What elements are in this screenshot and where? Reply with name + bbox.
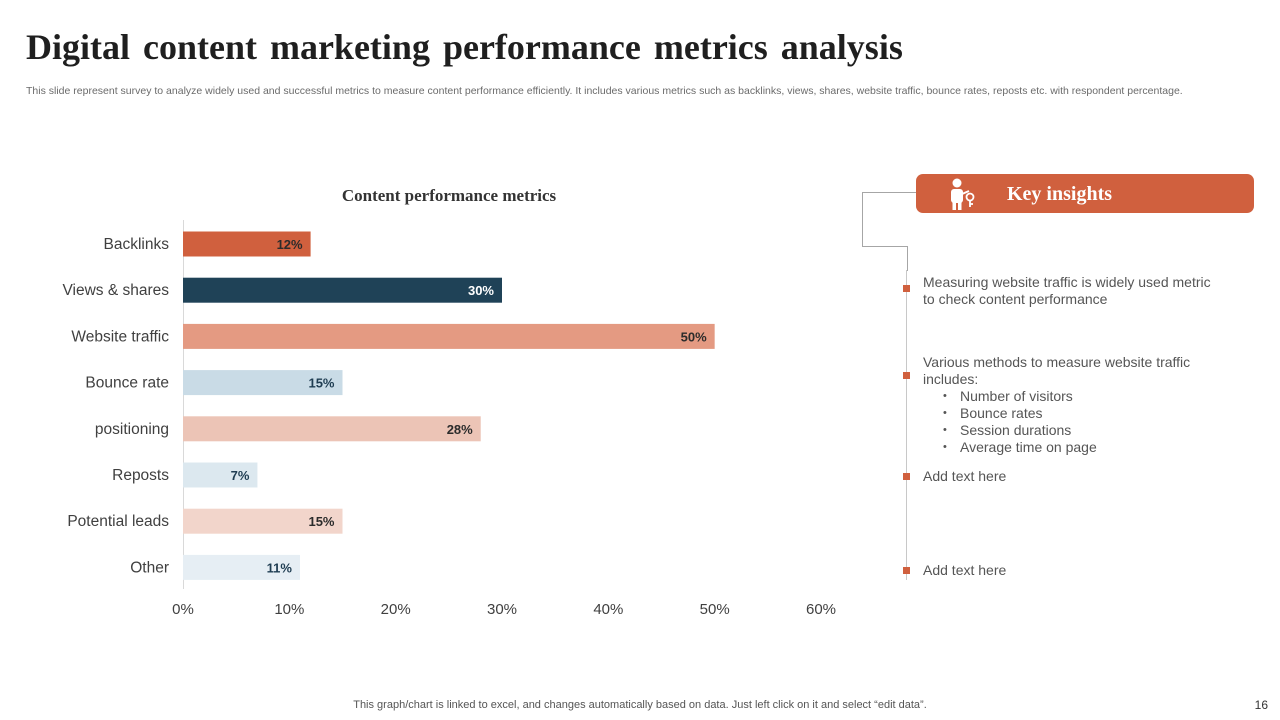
insight-item-1: Measuring website traffic is widely used… bbox=[923, 274, 1223, 308]
insight-item-2: Various methods to measure website traff… bbox=[923, 354, 1223, 456]
data-label: 28% bbox=[447, 422, 473, 437]
data-label: 7% bbox=[231, 468, 250, 483]
connector-line bbox=[862, 192, 863, 247]
connector-line bbox=[862, 192, 916, 193]
insight-marker bbox=[903, 567, 910, 574]
bar-views-shares bbox=[183, 277, 502, 303]
insights-timeline-line bbox=[906, 270, 907, 580]
category-label: Potential leads bbox=[67, 513, 169, 530]
data-label: 15% bbox=[308, 376, 334, 391]
category-label: Backlinks bbox=[104, 236, 170, 253]
insight-item-3: Add text here bbox=[923, 468, 1223, 485]
key-insights-header: Key insights bbox=[916, 174, 1254, 213]
chart-title: Content performance metrics bbox=[342, 186, 557, 205]
insight-text: Various methods to measure website traff… bbox=[923, 354, 1191, 387]
category-label: positioning bbox=[95, 421, 169, 438]
x-tick-label: 50% bbox=[700, 601, 730, 618]
x-tick-label: 10% bbox=[274, 601, 304, 618]
data-label: 11% bbox=[267, 560, 293, 575]
bar-chart: Content performance metrics Backlinks 12%… bbox=[62, 186, 836, 618]
bar-potential-leads bbox=[183, 508, 343, 534]
data-label: 15% bbox=[308, 514, 334, 529]
connector-line bbox=[862, 246, 908, 271]
category-label: Bounce rate bbox=[85, 375, 169, 392]
insight-marker bbox=[903, 285, 910, 292]
x-tick-label: 20% bbox=[381, 601, 411, 618]
data-label: 30% bbox=[468, 283, 494, 298]
data-label: 12% bbox=[277, 237, 303, 252]
insight-text: Measuring website traffic is widely used… bbox=[923, 274, 1211, 307]
insight-bullet: Session durations bbox=[943, 422, 1223, 439]
bar-positioning bbox=[183, 416, 481, 442]
bar-backlinks bbox=[183, 231, 311, 257]
bar-other bbox=[183, 554, 300, 580]
insight-bullet: Average time on page bbox=[943, 439, 1223, 456]
x-tick-label: 40% bbox=[593, 601, 623, 618]
key-insights-title: Key insights bbox=[1007, 183, 1113, 205]
category-label: Website traffic bbox=[71, 328, 169, 345]
category-label: Other bbox=[130, 559, 169, 576]
bar-reposts bbox=[183, 462, 258, 488]
insight-bullet: Bounce rates bbox=[943, 405, 1223, 422]
slide-subtitle: This slide represent survey to analyze w… bbox=[26, 85, 1183, 97]
data-label: 50% bbox=[681, 329, 707, 344]
insight-marker bbox=[903, 372, 910, 379]
x-tick-label: 30% bbox=[487, 601, 517, 618]
x-tick-label: 0% bbox=[172, 601, 194, 618]
category-label: Reposts bbox=[112, 467, 169, 484]
x-tick-label: 60% bbox=[806, 601, 836, 618]
bar-website-traffic bbox=[183, 323, 715, 349]
insight-bullet: Number of visitors bbox=[943, 388, 1223, 405]
insight-text: Add text here bbox=[923, 562, 1007, 578]
insight-item-4: Add text here bbox=[923, 562, 1223, 579]
insight-text: Add text here bbox=[923, 468, 1007, 484]
presenter-icon bbox=[951, 178, 975, 210]
page-number: 16 bbox=[1254, 698, 1268, 712]
footer-note: This graph/chart is linked to excel, and… bbox=[353, 699, 927, 711]
category-label: Views & shares bbox=[62, 282, 169, 299]
bar-bounce-rate bbox=[183, 370, 343, 396]
slide-title: Digital content marketing performance me… bbox=[26, 27, 903, 67]
insight-bullet-list: Number of visitors Bounce rates Session … bbox=[923, 388, 1223, 456]
insight-marker bbox=[903, 473, 910, 480]
